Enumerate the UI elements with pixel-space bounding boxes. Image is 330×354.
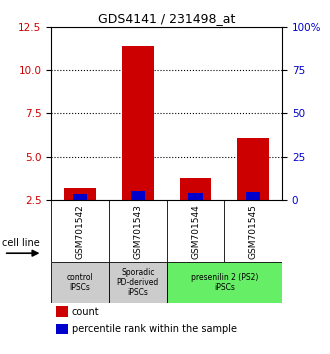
Title: GDS4141 / 231498_at: GDS4141 / 231498_at [98,12,235,25]
Text: control
IPSCs: control IPSCs [67,273,93,292]
Bar [180,178,212,200]
Bar [109,262,167,303]
Bar [167,262,282,303]
Bar [131,191,145,200]
Text: GSM701545: GSM701545 [249,204,258,259]
Bar [73,194,87,200]
Text: GSM701543: GSM701543 [133,204,142,259]
Text: presenilin 2 (PS2)
iPSCs: presenilin 2 (PS2) iPSCs [191,273,258,292]
Text: Sporadic
PD-derived
iPSCs: Sporadic PD-derived iPSCs [116,268,159,297]
Bar [237,138,269,200]
Bar [246,192,260,200]
Bar [56,324,69,334]
Text: GSM701544: GSM701544 [191,204,200,259]
Text: count: count [72,307,100,316]
Bar [51,262,109,303]
Bar [56,306,69,317]
Bar [122,46,154,200]
Text: GSM701542: GSM701542 [76,204,84,259]
Bar [64,188,96,200]
Bar [188,193,203,200]
Text: percentile rank within the sample: percentile rank within the sample [72,324,237,334]
Text: cell line: cell line [2,238,39,247]
